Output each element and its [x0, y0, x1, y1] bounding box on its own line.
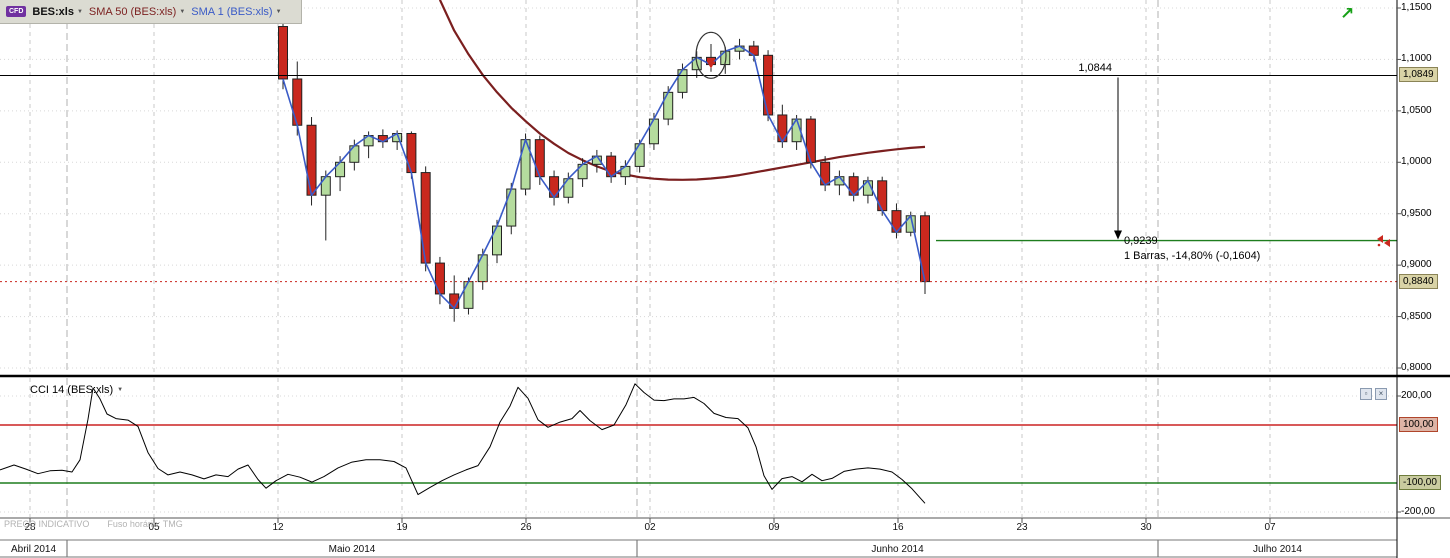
cci-panel-buttons: ▫ × [1360, 388, 1387, 400]
measure-arrow-head [1114, 230, 1122, 240]
candle-up [663, 91, 674, 120]
price-axis: 1,1500 1,1000 1,0500 1,0000 0,9500 0,9000 0,85… [1398, 0, 1450, 558]
candle-down [820, 161, 831, 186]
candle-down [292, 78, 303, 126]
timezone-note: Fuso horário: TMG [107, 519, 183, 529]
day-tick-label: 28 [24, 522, 36, 533]
candle-up [492, 225, 502, 256]
cci-upper-axis-label: 100,00 [1399, 417, 1438, 432]
cfd-badge: CFD [6, 6, 27, 17]
candle-down [420, 172, 431, 264]
day-tick-label: 09 [768, 522, 780, 533]
candle-down [406, 132, 417, 174]
cci-axis-label: 200,00 [1401, 390, 1432, 401]
cci-indicator-label: CCI 14 (BES:xls) [30, 384, 114, 396]
month-label: Abril 2014 [10, 544, 57, 555]
circle-annotation[interactable] [695, 31, 727, 79]
panel-minimize-button[interactable]: ▫ [1360, 388, 1372, 400]
day-tick-label: 23 [1016, 522, 1028, 533]
sma50-label: SMA 50 (BES:xls) [88, 5, 177, 18]
month-label: Julho 2014 [1253, 544, 1302, 555]
candle-up [506, 188, 517, 227]
day-tick-label: 02 [644, 522, 656, 533]
candle-down [534, 139, 545, 178]
candle-down [434, 262, 445, 295]
candle-up [677, 69, 688, 93]
day-tick-label: 30 [1140, 522, 1152, 533]
sma50-line [438, 0, 926, 181]
candle-up [648, 118, 659, 145]
drawing-tool-arrow-icon[interactable]: ↗ [1340, 4, 1355, 23]
cci-axis-label: -200,00 [1401, 506, 1435, 517]
day-tick-label: 19 [396, 522, 408, 533]
chevron-down-icon[interactable]: ▼ [275, 8, 282, 15]
chevron-down-icon[interactable]: ▼ [117, 387, 124, 393]
instrument-label: BES:xls [32, 5, 74, 18]
price-highlight-upper-label: 1,0849 [1399, 66, 1438, 82]
chart-toolbar: CFD BES:xls ▼ SMA 50 (BES:xls) ▼ SMA 1 (… [0, 0, 302, 24]
panel-close-button[interactable]: × [1375, 388, 1387, 400]
chevron-down-icon[interactable]: ▼ [179, 8, 186, 15]
candle-down [805, 118, 816, 163]
status-bar: PREÇO INDICATIVO Fuso horário: TMG [4, 519, 183, 529]
day-tick-label: 16 [892, 522, 904, 533]
sma1-selector[interactable]: SMA 1 (BES:xls) ▼ [191, 6, 281, 18]
day-tick-label: 26 [520, 522, 532, 533]
price-axis-label: 1,1000 [1401, 53, 1432, 65]
price-axis-label: 0,9500 [1401, 207, 1432, 219]
month-label: Maio 2014 [328, 544, 376, 555]
price-axis-label: 1,1500 [1401, 2, 1432, 13]
chevron-down-icon[interactable]: ▼ [76, 8, 83, 15]
sell-marker-icon [707, 61, 715, 69]
resistance-level-label: 1,0844 [1078, 62, 1112, 74]
time-axis: 28 05 12 19 26 02 09 16 23 30 07 Abril 2014 Maio 201… [0, 518, 1397, 558]
day-tick-label: 07 [1264, 522, 1276, 533]
candle-down [920, 215, 930, 283]
measure-result-label: 1 Barras, -14,80% (-0,1604) [1124, 250, 1261, 262]
sma1-label: SMA 1 (BES:xls) [191, 5, 273, 18]
target-price-label: 0,9239 [1124, 235, 1158, 247]
candle-up [477, 254, 488, 283]
price-axis-label: 0,9000 [1401, 259, 1432, 271]
day-tick-label: 12 [272, 522, 284, 533]
cci-lower-axis-label: -100,00 [1399, 475, 1441, 490]
day-tick-label: 05 [148, 522, 160, 533]
candle-down [306, 124, 317, 196]
candle-up [320, 176, 331, 196]
candle-down [763, 54, 774, 116]
alert-handle-icon[interactable] [1375, 233, 1393, 249]
price-axis-label: 0,8000 [1401, 362, 1432, 373]
price-axis-label: 1,0500 [1401, 104, 1432, 116]
cci-indicator-selector[interactable]: CCI 14 (BES:xls) ▼ [30, 384, 123, 396]
last-price-axis-label: 0,8840 [1399, 273, 1438, 289]
indicative-price-note: PREÇO INDICATIVO [4, 519, 90, 529]
candle-down [877, 180, 888, 212]
price-axis-label: 1,0000 [1401, 156, 1432, 168]
month-label: Junho 2014 [871, 544, 924, 555]
sma50-selector[interactable]: SMA 50 (BES:xls) ▼ [89, 6, 185, 18]
cci-line [0, 383, 926, 504]
price-axis-label: 0,8500 [1401, 310, 1432, 322]
candle-down [278, 26, 288, 80]
instrument-selector[interactable]: BES:xls ▼ [32, 6, 83, 18]
candle-up [634, 143, 645, 167]
sma1-line [282, 45, 926, 310]
candle-up [463, 281, 474, 309]
